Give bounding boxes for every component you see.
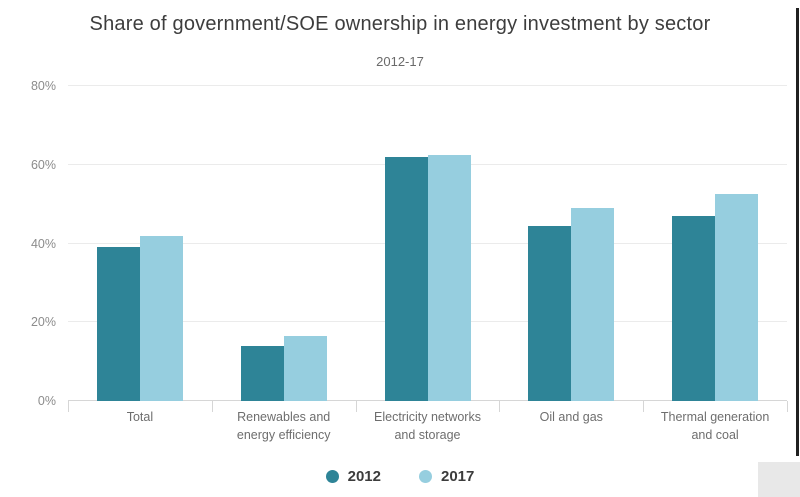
bar-2017-5 [715,194,759,401]
axis-tick [355,401,357,412]
bar-2017-3 [427,154,471,401]
chart-subtitle: 2012-17 [376,54,424,69]
axis-tick [499,401,501,412]
axis-tick [68,401,69,412]
chart-title: Share of government/SOE ownership in ene… [89,13,711,35]
axis-tick [643,401,645,412]
bar-2017-4 [571,208,615,401]
bar-2012-4 [528,225,572,401]
legend: 2012 2017 [0,468,800,485]
y-axis-label: 60% [30,157,56,172]
right-edge-artifact [796,8,799,456]
y-axis-label: 0% [37,394,56,408]
legend-dot-2012 [325,470,339,483]
bottom-right-corner-artifact [758,462,800,497]
y-axis: 0% 20% 40% 60% 80% [0,79,56,408]
legend-item-2012: 2012 [325,468,381,485]
x-axis-label: Thermal generation and coal [660,410,770,442]
x-axis-labels: Total Renewables and energy efficiency Ele… [68,409,787,444]
bar-2012-1 [96,247,140,401]
plot-area [68,85,788,412]
x-axis-label: Electricity networks and storage [374,410,481,442]
bar-2012-5 [672,215,716,401]
bar-2017-2 [283,336,327,401]
x-axis-label: Oil and gas [539,410,603,424]
gridline [68,85,787,86]
bar-2017-1 [139,235,183,401]
bar-2012-2 [240,345,284,401]
legend-dot-2017 [419,470,432,483]
legend-label: 2012 [347,468,381,485]
y-axis-label: 80% [30,79,56,93]
x-axis-label: Renewables and energy efficiency [236,410,331,442]
legend-item-2017: 2017 [419,468,474,485]
y-axis-label: 20% [30,315,56,330]
axis-tick [787,401,788,412]
legend-label: 2017 [441,468,475,485]
axis-tick [211,401,213,412]
bar-2012-3 [384,156,428,401]
x-axis-label: Total [126,410,154,424]
y-axis-label: 40% [30,236,56,251]
